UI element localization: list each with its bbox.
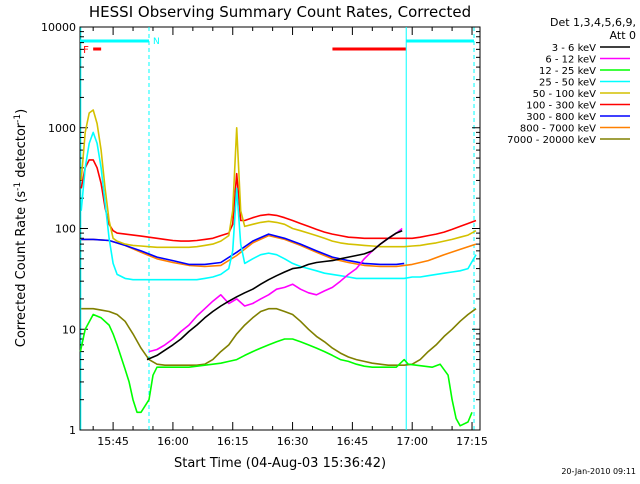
x-tick-label-6: 17:15 [456, 435, 488, 448]
plot-layer: N F 1 10 100 1000 10000 15:45 16:00 16:15 16:30 16:… [41, 21, 488, 448]
x-tick-label-4: 16:45 [337, 435, 369, 448]
series-line-6 [81, 233, 405, 266]
legend-label-7: 800 - 7000 keV [520, 124, 596, 135]
x-tick-label-5: 17:00 [396, 435, 428, 448]
y-tick-label-3: 1000 [48, 122, 76, 135]
y-axis-label: Corrected Count Rate (s-1 detector-1) [13, 109, 29, 347]
series-line-4 [80, 109, 477, 249]
x-tick-label-3: 16:30 [277, 435, 309, 448]
legend-label-5: 100 - 300 keV [526, 101, 596, 112]
y-tick-label-4: 10000 [41, 21, 76, 34]
legend-label-6: 300 - 800 keV [526, 112, 596, 123]
y-tick-label-0: 1 [69, 424, 76, 437]
chart-title: HESSI Observing Summary Count Rates, Cor… [89, 3, 471, 21]
y-tick-label-2: 100 [55, 223, 76, 236]
x-tick-label-2: 16:15 [217, 435, 249, 448]
legend-label-2: 12 - 25 keV [539, 66, 596, 77]
y-tick-label-1: 10 [62, 323, 76, 336]
series-line-7 [81, 234, 477, 268]
legend-label-1: 6 - 12 keV [545, 55, 596, 66]
series-line-3 [80, 131, 477, 281]
x-axis-label: Start Time (04-Aug-03 15:36:42) [174, 456, 386, 471]
series-line-2 [79, 313, 473, 427]
legend-label-3: 25 - 50 keV [539, 78, 596, 89]
legend-header-attenuator: Att 0 [610, 29, 636, 42]
legend-label-0: 3 - 6 keV [552, 43, 596, 54]
legend-label-4: 50 - 100 keV [533, 89, 597, 100]
series-line-5 [80, 159, 477, 242]
night-label: N [153, 37, 160, 47]
x-tick-label-1: 16:00 [157, 435, 189, 448]
x-tick-label-0: 15:45 [97, 435, 129, 448]
series-line-0 [146, 229, 403, 361]
legend-label-8: 7000 - 20000 keV [507, 135, 596, 146]
series-line-1 [148, 227, 403, 353]
footer-timestamp: 20-Jan-2010 09:11 [561, 467, 636, 476]
legend-header-detectors: Det 1,3,4,5,6,9, [550, 16, 636, 29]
flare-label: F [83, 45, 89, 56]
